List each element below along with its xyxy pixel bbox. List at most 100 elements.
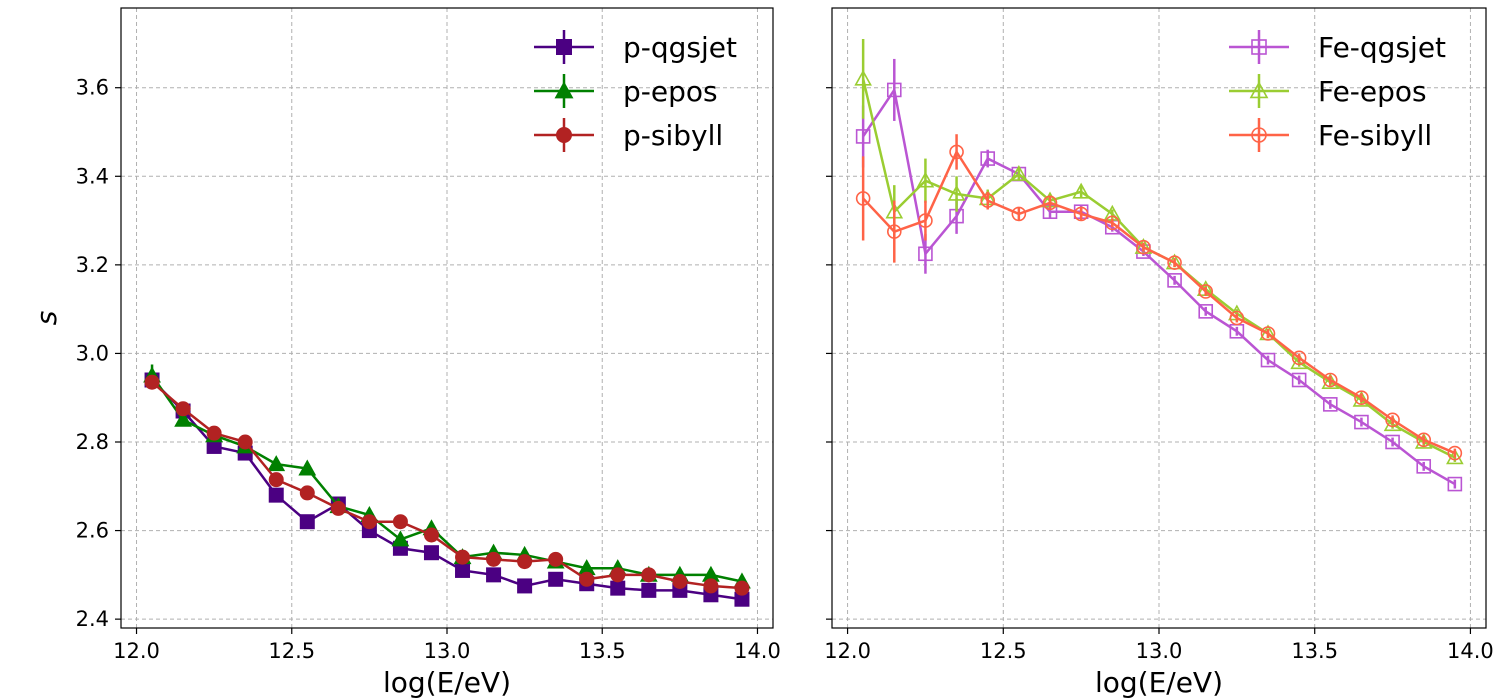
data-point (548, 551, 564, 567)
x-tick-label: 12.0 (824, 639, 871, 663)
legend-marker (556, 127, 572, 143)
series-Fe-sibyll (855, 134, 1463, 461)
legend-label: p-epos (623, 75, 718, 108)
data-point (734, 580, 750, 596)
plot-frame (831, 7, 1487, 629)
grid (832, 8, 1486, 628)
x-tick-label: 13.0 (1136, 639, 1183, 663)
data-point (1198, 304, 1214, 319)
data-point (916, 171, 935, 188)
legend-marker (554, 81, 574, 99)
data-point (268, 472, 284, 488)
data-point (1073, 206, 1089, 222)
data-point (361, 514, 377, 530)
data-point (1322, 397, 1338, 412)
data-point (1167, 273, 1182, 288)
data-point (1416, 432, 1432, 448)
y-tick-label: 2.8 (76, 430, 109, 454)
x-tick-label: 12.5 (980, 639, 1027, 663)
data-point (1446, 448, 1464, 465)
data-point (548, 571, 564, 587)
data-point (1260, 352, 1276, 368)
data-point (517, 554, 533, 570)
data-point (641, 582, 657, 598)
data-point (392, 514, 408, 530)
data-point (299, 514, 315, 530)
plot-frame (120, 7, 774, 629)
x-tick-label: 14.0 (734, 639, 781, 663)
data-point (886, 82, 902, 98)
data-point (237, 434, 253, 450)
data-point (1354, 414, 1369, 430)
data-point (299, 485, 315, 501)
data-point (949, 144, 964, 160)
data-point (672, 574, 688, 589)
legend-label: Fe-epos (1318, 75, 1427, 108)
x-axis-label: log(E/eV) (383, 666, 511, 699)
data-point (918, 213, 933, 228)
data-point (486, 551, 502, 567)
series-line (862, 86, 1456, 486)
x-tick-label: 13.0 (424, 639, 471, 663)
data-point (855, 129, 871, 144)
data-point (855, 191, 871, 206)
data-point (610, 580, 626, 596)
data-point (1229, 310, 1245, 326)
data-point (641, 567, 657, 583)
data-point (298, 459, 317, 476)
data-point (980, 193, 996, 208)
series-p-sibyll (144, 374, 750, 596)
data-point (947, 184, 966, 201)
data-point (144, 374, 160, 390)
legend: Fe-qgsjet Fe-epos Fe-sibyll (1229, 30, 1446, 152)
data-point (423, 527, 439, 543)
legend-marker (556, 39, 572, 55)
data-point (886, 224, 902, 239)
data-point (1011, 206, 1027, 222)
x-axis-label: log(E/eV) (1095, 666, 1223, 699)
y-axis-label: s (30, 311, 63, 326)
data-point (1291, 372, 1307, 388)
data-point (1167, 255, 1182, 270)
y-tick-label: 3.6 (76, 76, 109, 100)
data-point (1136, 239, 1151, 255)
data-point (1072, 182, 1090, 199)
x-tick-label: 13.5 (1291, 639, 1338, 663)
data-point (517, 578, 533, 594)
data-point (1447, 476, 1463, 492)
legend-marker (1251, 127, 1267, 143)
data-point (854, 69, 872, 86)
data-point (918, 246, 933, 262)
data-point (1322, 372, 1338, 388)
y-tick-label: 2.4 (76, 607, 109, 631)
data-point (1447, 445, 1463, 461)
legend-label: Fe-qgsjet (1318, 31, 1446, 64)
data-point (391, 530, 410, 547)
left-panel: 12.0 12.5 13.0 13.5 14.0 2.4 2.6 2.8 3.0 3.2 3.4 3.… (30, 7, 781, 699)
y-tick-label: 2.6 (76, 519, 109, 543)
data-point (330, 500, 346, 516)
data-point (455, 562, 471, 578)
data-point (703, 578, 719, 594)
data-point (175, 401, 191, 417)
data-point (1385, 412, 1400, 428)
series-line (151, 379, 743, 601)
data-point (268, 487, 284, 503)
data-point (1010, 164, 1028, 181)
legend-marker (1251, 39, 1267, 55)
legend-label: p-sibyll (623, 119, 723, 152)
y-tick-label: 3.4 (76, 164, 109, 188)
data-point (1416, 459, 1432, 474)
legend-label: Fe-sibyll (1318, 119, 1432, 152)
y-tick-label: 3.2 (76, 253, 109, 277)
data-point (980, 151, 996, 166)
x-tick-label: 12.0 (113, 639, 160, 663)
data-point (1354, 390, 1369, 406)
data-point (1198, 284, 1214, 299)
x-tick-label: 12.5 (268, 639, 315, 663)
data-point (1104, 215, 1120, 231)
data-point (206, 425, 222, 441)
data-point (579, 571, 595, 587)
legend: p-qgsjet p-epos p-sibyll (534, 30, 737, 152)
